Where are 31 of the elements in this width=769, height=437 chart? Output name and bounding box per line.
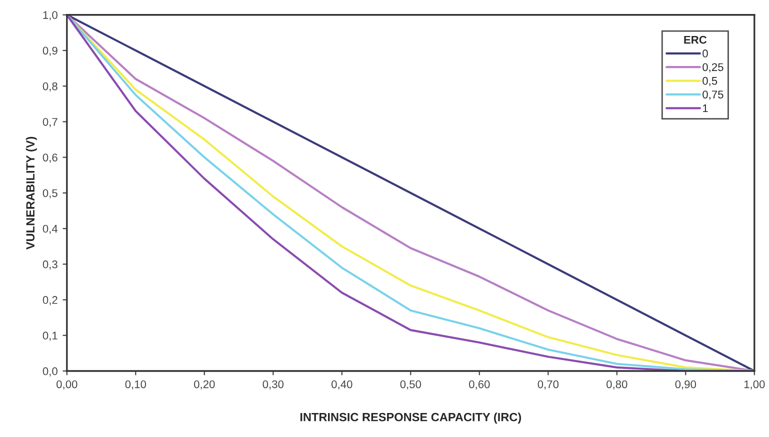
legend-label: 1	[702, 104, 708, 112]
y-tick-label: 0,3	[42, 260, 58, 270]
y-tick-label: 0,6	[42, 154, 58, 163]
x-tick-label: 0,30	[262, 380, 284, 390]
y-tick-label: 0,2	[42, 296, 58, 306]
y-axis-title: VULNERABILITY (V)	[26, 136, 37, 250]
x-axis-title: INTRINSIC RESPONSE CAPACITY (IRC)	[300, 412, 522, 424]
x-tick-label: 0,80	[606, 380, 628, 390]
y-tick-label: 0,8	[42, 82, 58, 92]
legend-label: 0	[702, 50, 708, 58]
x-tick-label: 0,70	[538, 380, 559, 390]
legend-title: ERC	[684, 36, 707, 44]
y-tick-label: 1,0	[43, 11, 58, 20]
x-tick-label: 0,10	[125, 380, 146, 390]
y-tick-label: 0,1	[42, 332, 58, 341]
x-tick-label: 0,50	[400, 380, 422, 390]
y-tick-label: 0,0	[42, 367, 58, 376]
y-tick-label: 0,9	[42, 46, 58, 56]
x-tick-label: 0,90	[675, 380, 696, 390]
y-tick-label: 0,7	[42, 118, 58, 128]
line-series	[66, 14, 754, 372]
x-tick-label: 0,20	[194, 380, 215, 390]
y-tick-label: 0,5	[42, 189, 58, 198]
legend-label: 0,25	[702, 63, 724, 72]
x-tick-label: 0,40	[332, 380, 352, 390]
x-tick-label: 1,00	[744, 380, 765, 390]
y-tick-label: 0,4	[42, 224, 58, 234]
x-tick-label: 0,00	[56, 380, 78, 390]
x-tick-label: 0,60	[469, 380, 490, 390]
legend-label: 0,5	[702, 76, 718, 86]
legend-label: 0,75	[702, 90, 724, 100]
